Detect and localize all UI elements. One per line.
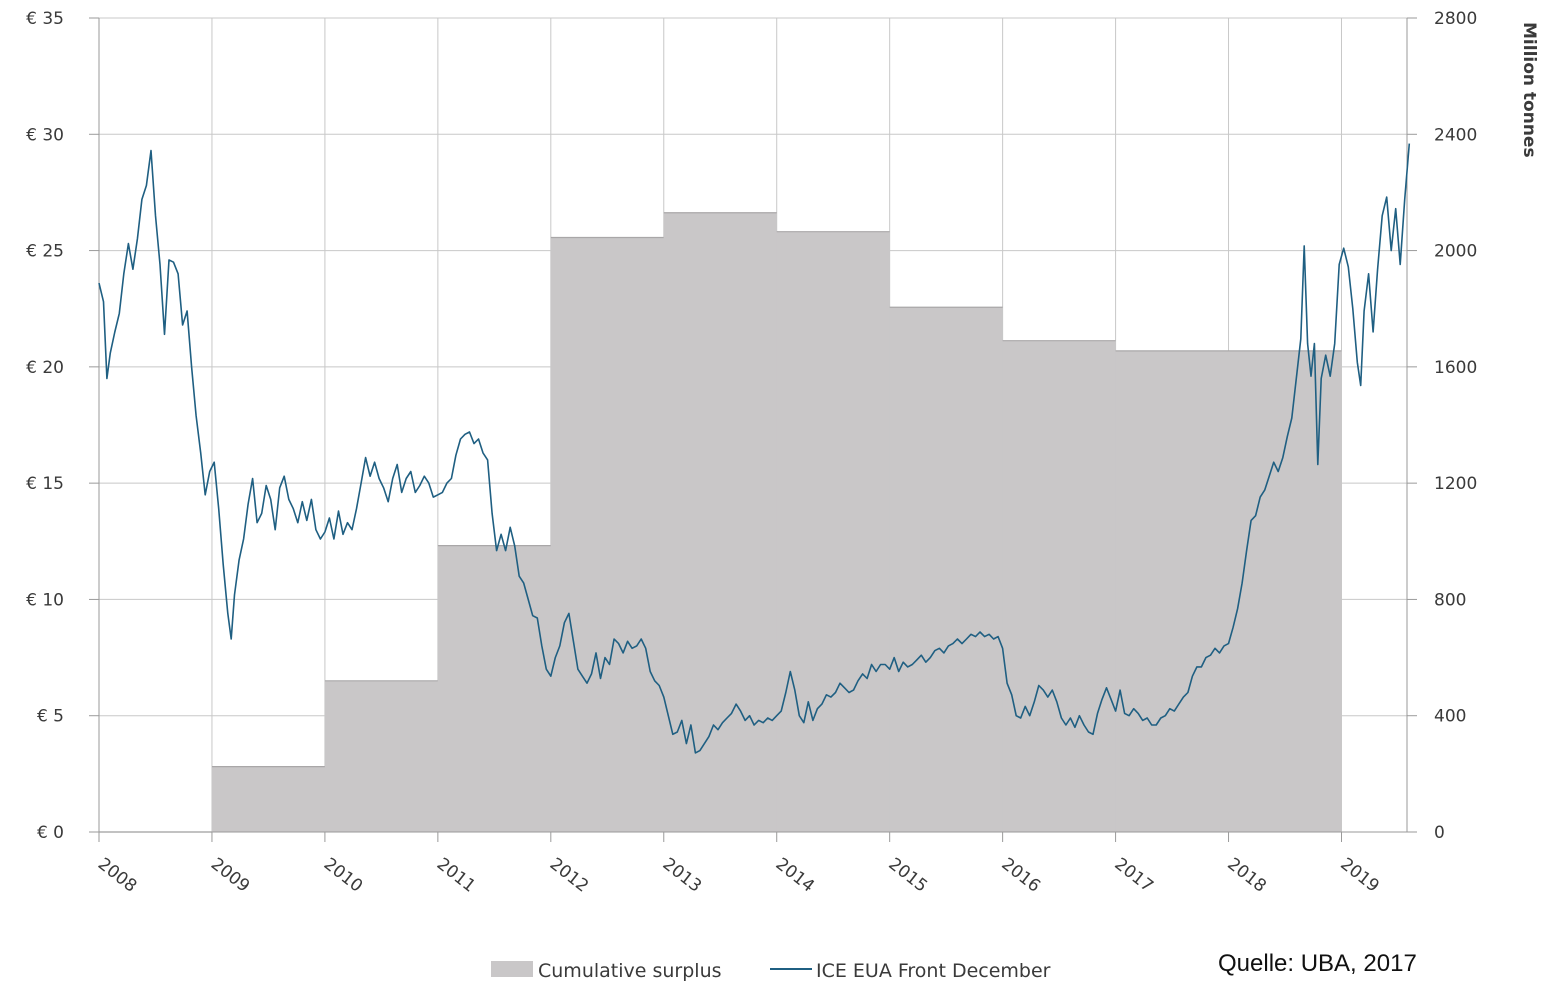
surplus-bar xyxy=(550,237,664,833)
left-tick-label: € 20 xyxy=(26,358,64,378)
x-tick-label: 2014 xyxy=(772,854,818,896)
right-tick-label: 1600 xyxy=(1434,358,1477,378)
left-tick-label: € 25 xyxy=(26,242,64,262)
x-tick-label: 2013 xyxy=(659,854,705,896)
x-tick-label: 2009 xyxy=(207,854,253,896)
surplus-bar xyxy=(211,766,325,832)
right-axis-title: Million tonnes xyxy=(1519,22,1539,158)
right-tick-label: 800 xyxy=(1434,590,1466,610)
price-line xyxy=(98,143,1411,754)
left-axis-ticks: € 0 € 5 € 10 € 15 € 20 € 25 € 30 € 35 xyxy=(26,9,99,843)
surplus-bar xyxy=(1115,350,1229,832)
legend-label-surplus: Cumulative surplus xyxy=(538,960,722,982)
left-tick-label: € 10 xyxy=(26,590,64,610)
left-tick-label: € 30 xyxy=(26,125,64,145)
x-tick-label: 2010 xyxy=(320,854,366,896)
legend-swatch-surplus xyxy=(491,961,533,977)
right-tick-label: 1200 xyxy=(1434,474,1477,494)
surplus-bar xyxy=(1228,350,1342,832)
source-note: Quelle: UBA, 2017 xyxy=(1218,950,1417,977)
x-tick-label: 2018 xyxy=(1223,854,1269,896)
surplus-bars xyxy=(99,212,1342,833)
legend: Cumulative surplus ICE EUA Front Decembe… xyxy=(491,960,1051,982)
price-line-layer xyxy=(98,143,1411,754)
legend-label-price: ICE EUA Front December xyxy=(816,960,1051,982)
x-tick-label: 2017 xyxy=(1111,854,1157,896)
right-tick-label: 0 xyxy=(1434,823,1445,843)
surplus-bar xyxy=(1002,340,1116,832)
right-axis-ticks: 0 400 800 1200 1600 2000 2400 2800 xyxy=(1407,9,1477,843)
surplus-bar xyxy=(889,307,1003,832)
right-tick-label: 2400 xyxy=(1434,125,1477,145)
surplus-bar xyxy=(776,231,890,833)
x-tick-label: 2011 xyxy=(433,854,479,896)
axes xyxy=(89,18,1417,842)
left-tick-label: € 5 xyxy=(37,707,64,727)
x-tick-label: 2012 xyxy=(546,854,592,896)
surplus-bar xyxy=(437,545,551,832)
right-tick-label: 2800 xyxy=(1434,9,1477,29)
x-tick-label: 2016 xyxy=(998,854,1044,896)
x-tick-label: 2015 xyxy=(885,854,931,896)
left-tick-label: € 35 xyxy=(26,9,64,29)
x-tick-label: 2008 xyxy=(94,854,140,896)
surplus-bar xyxy=(663,212,777,832)
left-tick-label: € 0 xyxy=(37,823,64,843)
x-axis-ticks: 2008 2009 2010 2011 2012 2013 2014 2015 2016 2017… xyxy=(94,832,1383,897)
right-tick-label: 2000 xyxy=(1434,242,1477,262)
surplus-bar xyxy=(324,680,438,832)
left-tick-label: € 15 xyxy=(26,474,64,494)
right-tick-label: 400 xyxy=(1434,707,1466,727)
x-tick-label: 2019 xyxy=(1336,854,1382,896)
